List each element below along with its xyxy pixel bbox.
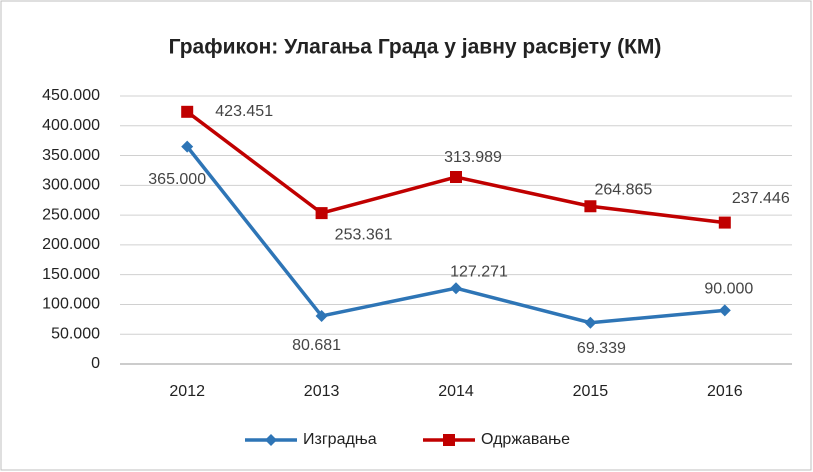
marker — [718, 216, 731, 229]
legend-marker — [443, 434, 455, 446]
data-label: 80.681 — [292, 337, 341, 354]
data-label: 313.989 — [444, 149, 502, 166]
y-tick-label: 0 — [91, 355, 100, 372]
legend-label: Изградња — [303, 431, 377, 448]
legend-marker — [265, 434, 277, 446]
marker — [181, 140, 194, 153]
chart-title: Графикон: Улагања Града у јавну расвјету… — [169, 36, 662, 59]
y-tick-label: 350.000 — [42, 147, 100, 164]
y-tick-label: 300.000 — [42, 177, 100, 194]
x-tick-label: 2015 — [573, 383, 609, 400]
data-label: 237.446 — [732, 190, 790, 207]
marker — [584, 200, 597, 213]
x-tick-label: 2014 — [438, 383, 474, 400]
y-tick-label: 250.000 — [42, 206, 100, 223]
y-tick-label: 100.000 — [42, 296, 100, 313]
marker — [450, 171, 462, 184]
data-label: 90.000 — [704, 281, 753, 298]
y-tick-label: 200.000 — [42, 236, 100, 253]
x-tick-label: 2012 — [169, 383, 205, 400]
x-tick-label: 2016 — [707, 383, 743, 400]
marker — [315, 207, 328, 220]
y-tick-label: 400.000 — [42, 117, 100, 134]
marker — [450, 282, 462, 295]
marker — [718, 304, 731, 317]
marker — [315, 309, 328, 322]
y-tick-label: 50.000 — [51, 325, 100, 342]
x-tick-label: 2013 — [304, 383, 340, 400]
data-label: 253.361 — [335, 226, 393, 243]
marker — [181, 105, 194, 118]
y-tick-label: 150.000 — [42, 266, 100, 283]
y-tick-label: 450.000 — [42, 87, 100, 104]
marker — [584, 316, 597, 329]
data-label: 264.865 — [594, 181, 652, 198]
legend-label: Одржавање — [481, 431, 570, 448]
data-label: 69.339 — [577, 340, 626, 357]
data-label: 423.451 — [215, 103, 273, 120]
data-label: 365.000 — [148, 171, 206, 188]
data-label: 127.271 — [450, 263, 508, 280]
